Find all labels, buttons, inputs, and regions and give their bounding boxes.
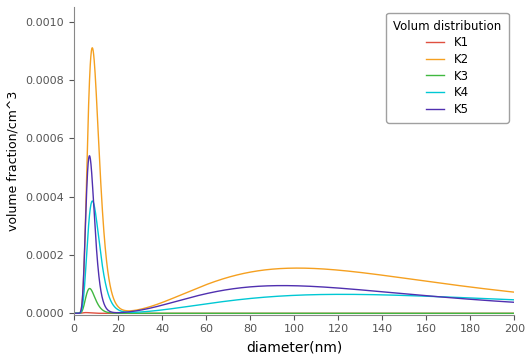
K4 <box>71 311 77 316</box>
K5 <box>503 300 509 304</box>
K1 <box>147 311 154 316</box>
K2 <box>455 283 462 288</box>
K2 <box>511 290 518 294</box>
K4 <box>259 295 265 300</box>
K1 <box>455 311 462 316</box>
K2 <box>503 289 509 293</box>
K1 <box>503 311 509 316</box>
K1 <box>121 311 128 316</box>
K4 <box>121 310 128 314</box>
Line: K2: K2 <box>74 48 514 313</box>
K2 <box>121 308 128 313</box>
K3 <box>503 311 509 316</box>
K5 <box>121 310 128 314</box>
K1 <box>71 311 77 316</box>
K1 <box>511 311 518 316</box>
K4 <box>147 309 154 313</box>
K4 <box>240 297 246 301</box>
K5 <box>455 296 462 301</box>
K2 <box>240 271 246 276</box>
K1 <box>259 311 265 316</box>
K3 <box>87 286 93 291</box>
K3 <box>121 311 128 316</box>
Legend: K1, K2, K3, K4, K5: K1, K2, K3, K4, K5 <box>386 13 509 123</box>
K3 <box>511 311 518 316</box>
K3 <box>147 311 154 316</box>
K3 <box>259 311 265 316</box>
K2 <box>259 268 265 273</box>
K4 <box>503 297 509 302</box>
K3 <box>240 311 246 316</box>
K5 <box>71 311 77 316</box>
K5 <box>511 300 518 304</box>
K5 <box>147 306 154 310</box>
Line: K5: K5 <box>74 156 514 313</box>
K1 <box>83 310 89 315</box>
K2 <box>71 311 77 316</box>
K5 <box>86 153 93 158</box>
K3 <box>455 311 462 316</box>
K4 <box>89 199 96 203</box>
K4 <box>511 298 518 302</box>
K2 <box>147 304 154 309</box>
Line: K3: K3 <box>74 288 514 313</box>
K5 <box>240 286 246 290</box>
Line: K4: K4 <box>74 201 514 313</box>
K3 <box>71 311 77 316</box>
Y-axis label: volume fraction/cm^3: volume fraction/cm^3 <box>7 91 20 231</box>
K2 <box>89 45 95 50</box>
K4 <box>455 295 462 300</box>
X-axis label: diameter(nm): diameter(nm) <box>246 340 343 354</box>
K1 <box>240 311 246 316</box>
K5 <box>259 284 265 288</box>
